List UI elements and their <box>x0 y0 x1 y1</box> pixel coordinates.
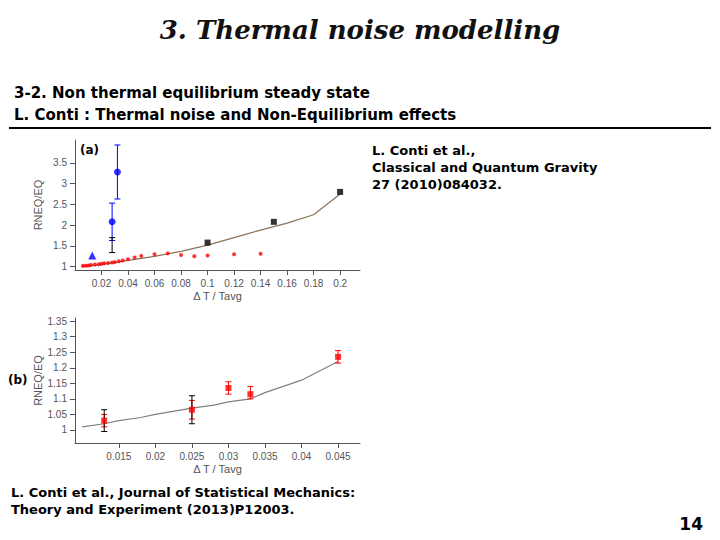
svg-text:0.2: 0.2 <box>333 278 347 289</box>
svg-text:0.04: 0.04 <box>118 278 138 289</box>
svg-text:27 (2010)084032.: 27 (2010)084032. <box>372 177 502 192</box>
svg-text:0.06: 0.06 <box>145 278 165 289</box>
svg-text:0.03: 0.03 <box>219 451 239 462</box>
svg-text:Δ T / Tavg: Δ T / Tavg <box>193 290 242 302</box>
svg-text:0.015: 0.015 <box>106 451 131 462</box>
svg-text:0.16: 0.16 <box>277 278 297 289</box>
svg-text:0.14: 0.14 <box>251 278 271 289</box>
svg-text:1.15: 1.15 <box>48 378 68 389</box>
svg-text:(b): (b) <box>8 373 28 387</box>
svg-text:0.02: 0.02 <box>92 278 112 289</box>
svg-text:0.12: 0.12 <box>224 278 244 289</box>
svg-text:2.5: 2.5 <box>53 199 67 210</box>
svg-text:2: 2 <box>61 220 67 231</box>
svg-text:3: 3 <box>61 178 67 189</box>
svg-text:L. Conti : Thermal noise and N: L. Conti : Thermal noise and Non-Equilib… <box>14 106 456 124</box>
svg-text:Δ T / Tavg: Δ T / Tavg <box>193 463 242 475</box>
svg-text:1.35: 1.35 <box>48 316 68 327</box>
svg-text:14: 14 <box>679 514 703 534</box>
svg-text:1.25: 1.25 <box>48 347 68 358</box>
svg-text:1.1: 1.1 <box>53 393 67 404</box>
svg-text:(a): (a) <box>80 143 99 157</box>
svg-text:3.5: 3.5 <box>53 157 67 168</box>
svg-text:3-2. Non thermal equilibrium s: 3-2. Non thermal equilibrium steady stat… <box>14 84 370 102</box>
svg-text:1.3: 1.3 <box>53 331 67 342</box>
svg-text:0.045: 0.045 <box>326 451 351 462</box>
svg-text:L. Conti et al., Journal of St: L. Conti et al., Journal of Statistical … <box>11 485 355 500</box>
svg-text:0.04: 0.04 <box>292 451 312 462</box>
svg-text:1.5: 1.5 <box>53 240 67 251</box>
svg-text:0.1: 0.1 <box>201 278 215 289</box>
svg-text:1.2: 1.2 <box>53 362 67 373</box>
svg-text:1: 1 <box>61 261 67 272</box>
svg-text:L. Conti et al.,: L. Conti et al., <box>372 143 475 158</box>
svg-text:3. Thermal noise modelling: 3. Thermal noise modelling <box>160 15 561 45</box>
svg-text:RNEQ/EQ: RNEQ/EQ <box>32 179 44 230</box>
svg-text:RNEQ/EQ: RNEQ/EQ <box>32 355 44 406</box>
svg-text:0.08: 0.08 <box>171 278 191 289</box>
svg-text:Theory and Experiment (2013)P1: Theory and Experiment (2013)P12003. <box>11 502 295 517</box>
svg-text:1: 1 <box>61 424 67 435</box>
svg-text:0.18: 0.18 <box>304 278 324 289</box>
svg-text:Classical and Quantum Gravity: Classical and Quantum Gravity <box>372 160 598 175</box>
svg-text:0.02: 0.02 <box>146 451 166 462</box>
svg-text:0.025: 0.025 <box>179 451 204 462</box>
svg-text:0.035: 0.035 <box>252 451 277 462</box>
svg-text:1.05: 1.05 <box>48 409 68 420</box>
